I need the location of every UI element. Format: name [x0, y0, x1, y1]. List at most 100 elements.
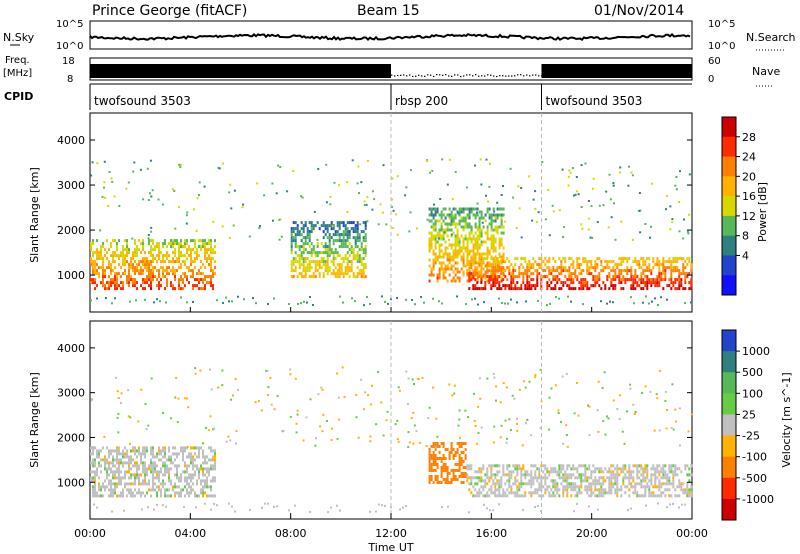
- data-cell: [170, 281, 172, 285]
- data-cell: [178, 242, 180, 246]
- data-cell: [324, 233, 327, 237]
- data-cell: [320, 242, 323, 246]
- data-cell: [326, 245, 329, 249]
- data-cell: [214, 245, 216, 249]
- data-cell: [486, 234, 489, 238]
- data-cell: [208, 275, 210, 279]
- data-cell: [350, 260, 353, 264]
- noise-cell: [549, 302, 551, 305]
- scatter-cell: [178, 163, 181, 166]
- data-cell: [494, 494, 497, 498]
- data-cell: [526, 263, 529, 267]
- data-cell: [166, 251, 168, 255]
- data-cell: [294, 251, 297, 255]
- data-cell: [182, 278, 184, 282]
- data-cell: [490, 222, 493, 226]
- data-cell: [304, 257, 307, 261]
- scatter-cell: [316, 238, 319, 241]
- data-cell: [308, 233, 311, 237]
- data-cell: [202, 263, 204, 267]
- data-cell: [146, 257, 148, 261]
- colorbar-frame: [721, 116, 737, 296]
- data-cell: [456, 222, 459, 226]
- data-cell: [462, 264, 465, 268]
- data-cell: [136, 461, 138, 465]
- data-cell: [532, 272, 535, 276]
- scatter-cell: [266, 394, 269, 396]
- scatter-cell: [91, 445, 94, 448]
- data-cell: [660, 275, 663, 279]
- data-cell: [526, 269, 529, 273]
- data-cell: [652, 485, 655, 489]
- data-cell: [206, 251, 208, 255]
- data-cell: [572, 281, 575, 285]
- data-cell: [126, 260, 128, 264]
- scatter-cell: [237, 388, 239, 391]
- data-cell: [184, 494, 186, 498]
- data-cell: [688, 479, 691, 483]
- data-cell: [674, 464, 677, 468]
- colorbar-swatch: [722, 235, 736, 256]
- data-cell: [296, 227, 299, 231]
- data-cell: [472, 243, 475, 247]
- data-cell: [630, 485, 633, 489]
- data-cell: [468, 207, 471, 211]
- data-cell: [526, 287, 529, 291]
- data-cell: [476, 261, 479, 265]
- data-cell: [192, 455, 194, 459]
- data-cell: [188, 482, 190, 486]
- data-cell: [326, 230, 329, 234]
- data-cell: [480, 476, 483, 480]
- scatter-cell: [612, 399, 615, 402]
- scatter-cell: [103, 181, 106, 184]
- data-cell: [152, 464, 154, 468]
- data-cell: [480, 260, 483, 264]
- data-cell: [502, 470, 505, 474]
- noise-cell: [525, 300, 527, 303]
- data-cell: [524, 260, 527, 264]
- scatter-cell: [544, 218, 547, 221]
- data-cell: [486, 263, 489, 267]
- data-cell: [510, 284, 513, 288]
- data-cell: [182, 281, 184, 285]
- data-cell: [186, 491, 188, 495]
- scatter-cell: [229, 439, 232, 442]
- data-cell: [612, 287, 615, 291]
- data-cell: [472, 485, 475, 489]
- data-cell: [302, 224, 305, 228]
- data-cell: [338, 236, 341, 240]
- scatter-cell: [534, 376, 537, 379]
- data-cell: [432, 457, 435, 460]
- data-cell: [294, 221, 297, 225]
- data-cell: [132, 254, 134, 258]
- data-cell: [668, 464, 671, 468]
- data-cell: [204, 479, 206, 483]
- data-cell: [574, 488, 577, 492]
- data-cell: [182, 470, 184, 474]
- data-cell: [134, 479, 136, 483]
- scatter-cell: [428, 406, 431, 409]
- data-cell: [162, 257, 164, 261]
- data-cell: [98, 251, 100, 255]
- data-cell: [348, 266, 351, 270]
- data-cell: [682, 488, 685, 492]
- data-cell: [670, 263, 673, 267]
- scatter-cell: [656, 397, 659, 400]
- data-cell: [448, 454, 451, 457]
- scatter-cell: [385, 223, 388, 226]
- data-cell: [294, 269, 297, 273]
- data-cell: [208, 473, 210, 477]
- data-cell: [164, 239, 166, 243]
- data-cell: [204, 275, 206, 279]
- scatter-cell: [140, 388, 143, 391]
- data-cell: [462, 442, 465, 445]
- data-cell: [148, 260, 150, 264]
- data-cell: [574, 482, 577, 486]
- data-cell: [586, 479, 589, 483]
- data-cell: [114, 491, 116, 495]
- data-cell: [348, 260, 351, 264]
- data-cell: [512, 275, 515, 279]
- data-cell: [298, 263, 301, 267]
- data-cell: [556, 491, 559, 495]
- data-cell: [142, 260, 144, 264]
